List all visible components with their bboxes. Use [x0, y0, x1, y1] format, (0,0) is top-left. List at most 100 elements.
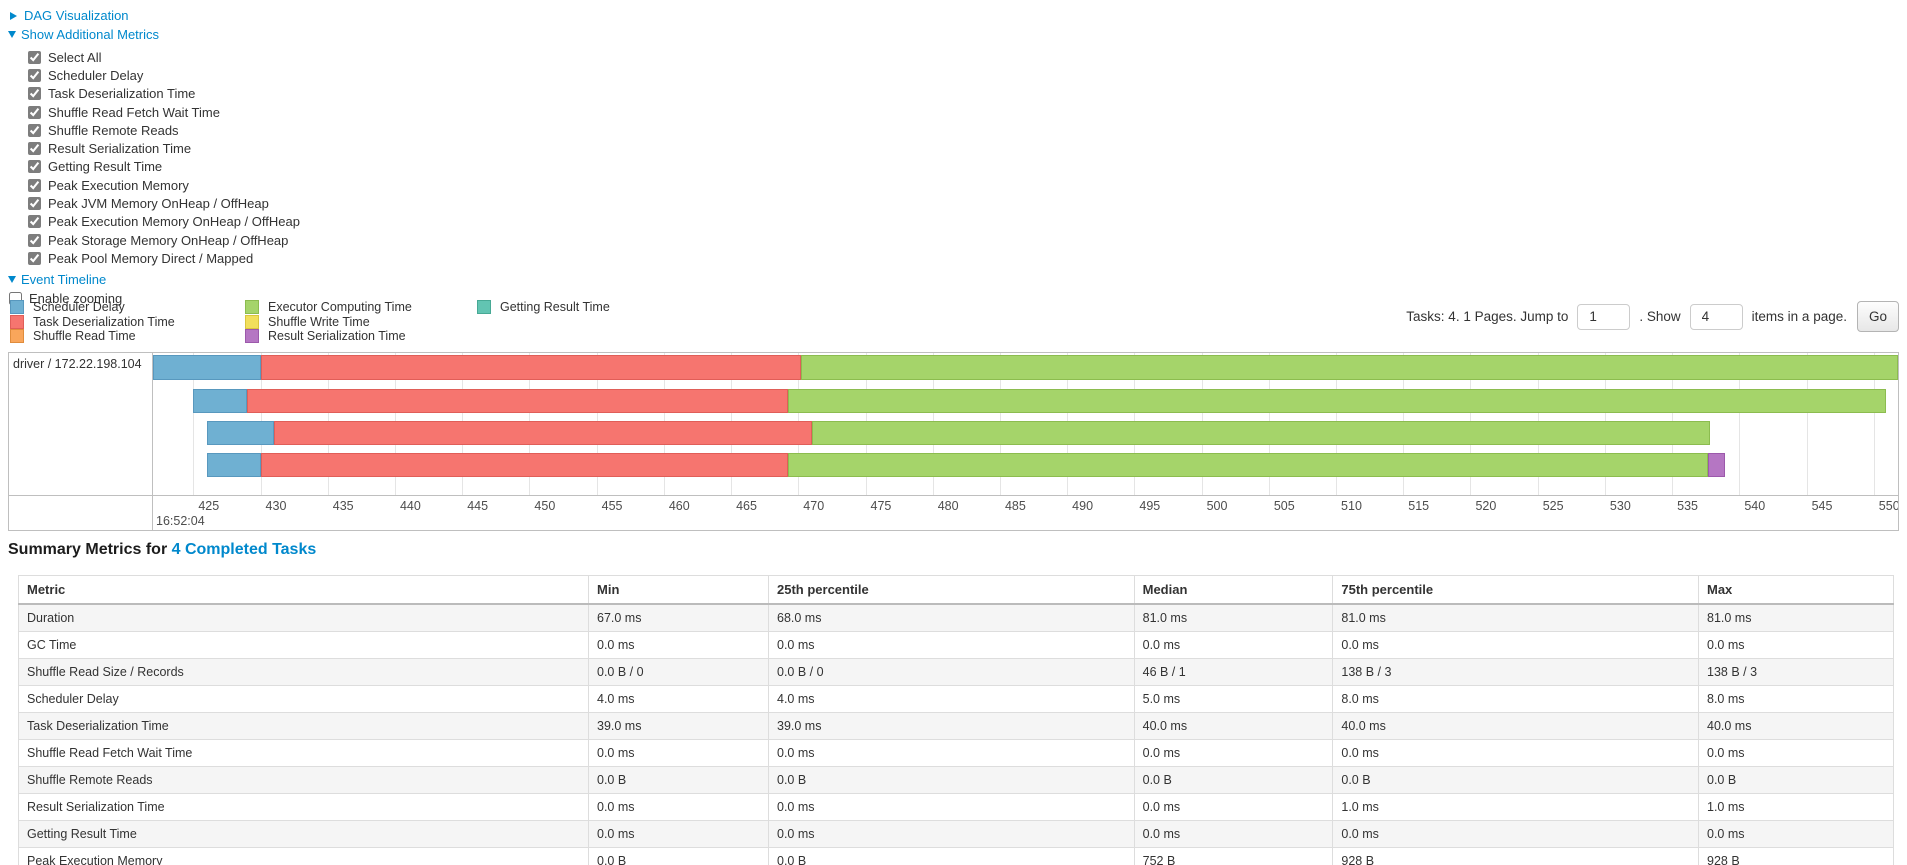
- dag-visualization-toggle[interactable]: DAG Visualization: [8, 6, 300, 25]
- timeline-group-label: driver / 172.22.198.104: [13, 357, 142, 371]
- metric-value-cell: 40.0 ms: [1698, 712, 1894, 740]
- metric-name-cell: Task Deserialization Time: [18, 712, 589, 740]
- timeline-gridline: [1873, 353, 1875, 495]
- jump-to-page-input[interactable]: [1577, 303, 1631, 330]
- timeline-tick-label: 485: [1004, 499, 1026, 513]
- task-bar-segment-deserialization[interactable]: [260, 453, 788, 477]
- metric-checkbox-row: Getting Result Time: [28, 158, 300, 176]
- metric-checkbox[interactable]: [28, 160, 41, 174]
- metric-checkbox-label: Getting Result Time: [48, 159, 163, 175]
- completed-tasks-link: 4 Completed Tasks: [171, 541, 317, 558]
- pagination-text: items in a page.: [1751, 309, 1847, 324]
- show-additional-metrics-toggle[interactable]: Show Additional Metrics: [8, 25, 300, 44]
- timeline-tick-label: 535: [1677, 499, 1698, 513]
- timeline-tick-label: 445: [467, 499, 489, 513]
- legend-label: Shuffle Write Time: [268, 314, 370, 329]
- metric-checkbox[interactable]: [28, 142, 41, 156]
- metric-value-cell: 0.0 B: [1698, 766, 1894, 794]
- task-bar-segment-computing[interactable]: [800, 355, 1898, 380]
- legend-label: Scheduler Delay: [33, 300, 125, 315]
- metric-checkbox-label: Shuffle Remote Reads: [48, 122, 179, 138]
- table-row: Shuffle Remote Reads 0.0 B 0.0 B 0.0 B 0.0 B…: [18, 766, 1894, 794]
- legend-swatch-scheduler-icon: [10, 300, 24, 315]
- metric-value-cell: 0.0 B: [1133, 766, 1334, 794]
- metric-value-cell: 0.0 ms: [588, 793, 769, 821]
- table-column-header: 75th percentile: [1332, 575, 1699, 605]
- metric-value-cell: 0.0 B / 0: [588, 658, 769, 686]
- metric-value-cell: 0.0 ms: [768, 820, 1135, 848]
- task-bar-segment-scheduler[interactable]: [206, 421, 274, 445]
- legend-swatch-result_serialization-icon: [245, 329, 259, 344]
- enable-zooming-label: Enable zooming: [29, 290, 123, 306]
- task-bar-segment-computing[interactable]: [811, 421, 1710, 445]
- top-controls: DAG Visualization Show Additional Metric…: [8, 6, 300, 308]
- timeline-gridline: [193, 353, 195, 495]
- metric-value-cell: 1.0 ms: [1698, 793, 1894, 821]
- task-bar-segment-computing[interactable]: [787, 389, 1886, 413]
- task-bar-segment-scheduler[interactable]: [206, 453, 261, 477]
- metric-name-cell: Getting Result Time: [18, 820, 589, 848]
- metric-value-cell: 752 B: [1133, 847, 1334, 865]
- legend-item: Result Serialization Time: [245, 329, 477, 344]
- items-per-page-input[interactable]: [1689, 303, 1743, 330]
- metric-value-cell: 39.0 ms: [588, 712, 769, 740]
- metric-checkbox-row: Peak Execution Memory: [28, 176, 300, 194]
- metric-checkbox[interactable]: [28, 50, 41, 64]
- timeline-tick-label: 425: [198, 499, 220, 513]
- metric-name-cell: Shuffle Read Fetch Wait Time: [18, 739, 589, 767]
- task-bar-segment-result_serialization[interactable]: [1708, 453, 1725, 477]
- timeline-tick-label: 480: [937, 499, 959, 513]
- caret-right-icon: [10, 11, 17, 20]
- metric-checkbox-label: Task Deserialization Time: [48, 86, 196, 102]
- metric-value-cell: 138 B / 3: [1332, 658, 1699, 686]
- metric-checkbox-row: Peak JVM Memory OnHeap / OffHeap: [28, 194, 300, 212]
- metric-checkbox[interactable]: [28, 251, 41, 265]
- metric-checkbox-label: Peak Execution Memory: [48, 177, 189, 193]
- metric-checkbox-row: Peak Execution Memory OnHeap / OffHeap: [28, 213, 300, 231]
- table-column-header: Median: [1133, 575, 1334, 605]
- metric-checkbox[interactable]: [28, 178, 41, 192]
- metric-checkbox[interactable]: [28, 123, 41, 137]
- legend-swatch-shuffle_write-icon: [245, 314, 259, 329]
- timeline-tick-label: 550: [1878, 499, 1898, 513]
- timeline-gridline: [1739, 353, 1741, 495]
- metric-checkbox[interactable]: [28, 197, 41, 211]
- metric-checkbox-row: Result Serialization Time: [28, 139, 300, 157]
- legend-label: Result Serialization Time: [268, 329, 406, 344]
- metric-checkbox[interactable]: [28, 233, 41, 247]
- metric-value-cell: 0.0 ms: [588, 820, 769, 848]
- metric-checkbox-label: Peak Execution Memory OnHeap / OffHeap: [48, 214, 300, 230]
- metric-value-cell: 4.0 ms: [768, 685, 1135, 713]
- task-bar-segment-scheduler[interactable]: [153, 355, 261, 380]
- timeline-tick-label: 500: [1206, 499, 1228, 513]
- legend-column: Executor Computing Time Shuffle Write Tim…: [245, 300, 477, 344]
- metric-value-cell: 8.0 ms: [1698, 685, 1894, 713]
- metric-checkbox[interactable]: [28, 215, 41, 229]
- task-bar-segment-computing[interactable]: [787, 453, 1709, 477]
- table-row: GC Time 0.0 ms 0.0 ms 0.0 ms 0.0 ms 0.0 ms: [18, 631, 1894, 659]
- metric-checkbox[interactable]: [28, 87, 41, 101]
- timeline-tick-label: 430: [265, 499, 287, 513]
- timeline-tick-label: 475: [870, 499, 892, 513]
- legend-label: Executor Computing Time: [268, 300, 412, 315]
- timeline-plot-area: 16:52:04 425 430 435 440 445 450 455 460 465 470 4…: [153, 353, 1898, 530]
- metric-checkbox[interactable]: [28, 68, 41, 82]
- metric-value-cell: 0.0 B: [768, 766, 1135, 794]
- metric-checkbox[interactable]: [28, 105, 41, 119]
- task-bar-segment-scheduler[interactable]: [193, 389, 248, 413]
- legend-label: Getting Result Time: [500, 300, 610, 315]
- timeline-tick-label: 495: [1139, 499, 1161, 513]
- event-timeline-toggle[interactable]: Event Timeline: [8, 270, 300, 289]
- legend-column: Scheduler Delay Task Deserialization Time…: [10, 300, 245, 344]
- metric-value-cell: 0.0 ms: [1332, 820, 1699, 848]
- metric-checkbox-label: Result Serialization Time: [48, 141, 192, 157]
- task-bar-segment-deserialization[interactable]: [273, 421, 812, 445]
- task-bar-segment-deserialization[interactable]: [247, 389, 788, 413]
- go-button[interactable]: Go: [1856, 301, 1899, 332]
- metric-value-cell: 0.0 ms: [1133, 631, 1334, 659]
- table-column-header: 25th percentile: [768, 575, 1135, 605]
- table-row: Duration 67.0 ms 68.0 ms 81.0 ms 81.0 ms 81.0…: [18, 603, 1894, 632]
- metric-value-cell: 68.0 ms: [768, 603, 1135, 632]
- task-bar-segment-deserialization[interactable]: [260, 355, 801, 380]
- metric-value-cell: 81.0 ms: [1332, 603, 1699, 632]
